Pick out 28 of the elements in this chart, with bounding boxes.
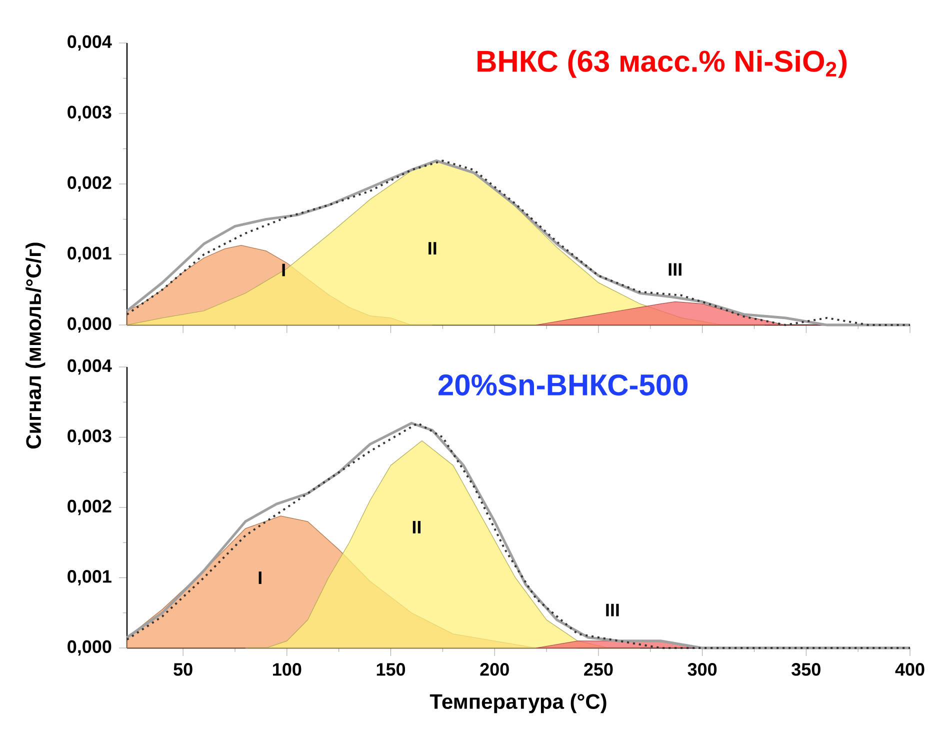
y-axis-title: Сигнал (ммоль/°C/г) xyxy=(26,242,46,449)
x-tick-label: 150 xyxy=(376,663,406,676)
y-tick-label: 0,001 xyxy=(68,246,112,262)
x-tick-label: 300 xyxy=(688,663,717,676)
y-tick-label: 0,001 xyxy=(68,570,112,586)
y-tick-label: 0,002 xyxy=(68,176,112,192)
x-tick-label: 350 xyxy=(792,663,820,676)
x-tick-label: 50 xyxy=(174,663,192,676)
y-tick-label: 0,004 xyxy=(68,35,112,51)
y-tick-label: 0,002 xyxy=(68,500,112,516)
annotation: III xyxy=(606,604,619,616)
x-tick-label: 100 xyxy=(273,663,302,676)
annotation: II xyxy=(412,520,421,534)
annotation: III xyxy=(668,263,682,276)
annotation: I xyxy=(258,572,262,584)
y-tick-label: 0,003 xyxy=(68,430,112,445)
y-tick-label: 0,000 xyxy=(68,640,112,656)
y-tick-label: 0,000 xyxy=(68,317,112,333)
x-axis-title: Температура (°C) xyxy=(430,694,606,714)
x-tick-label: 400 xyxy=(895,663,924,676)
annotation: I xyxy=(282,264,285,276)
chart-title: ВНКС (63 масс.% Ni-SiO$_{2}$) xyxy=(478,50,847,78)
chart-title: 20%Sn-ВНКС-500 xyxy=(438,374,688,396)
x-tick-label: 200 xyxy=(480,663,509,676)
annotation: II xyxy=(428,242,436,254)
x-tick-label: 250 xyxy=(584,663,613,676)
y-tick-label: 0,003 xyxy=(68,106,112,122)
y-tick-label: 0,004 xyxy=(68,359,112,375)
